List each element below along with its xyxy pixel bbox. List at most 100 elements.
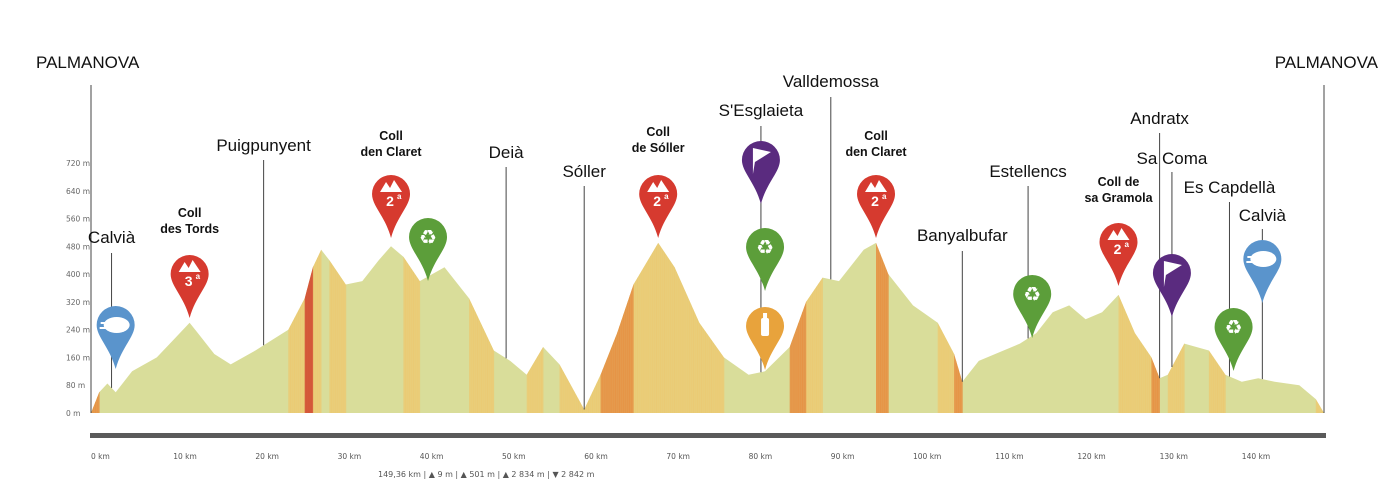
x-tick-label: 110 km xyxy=(995,452,1023,461)
town-label: Calvià xyxy=(1239,206,1287,225)
climb-category-label: 3 xyxy=(185,273,193,289)
gradient-stripe xyxy=(619,242,622,413)
y-tick-label: 320 m xyxy=(66,298,90,307)
gradient-stripe xyxy=(637,242,640,413)
gradient-stripe xyxy=(650,242,653,413)
town-labels: PALMANOVA Calvià Puigpunyent Deià Sóller S'Es… xyxy=(36,53,1379,247)
x-tick-label: 0 km xyxy=(91,452,110,461)
x-tick-label: 60 km xyxy=(584,452,608,461)
mountain-icon xyxy=(865,180,888,192)
gradient-stripe xyxy=(93,242,96,413)
gradient-stripe xyxy=(711,242,714,413)
gradient-stripe xyxy=(645,242,649,413)
town-label: Deià xyxy=(489,143,525,162)
gradient-stripe xyxy=(674,242,677,413)
x-axis: 0 km 10 km 20 km 30 km 40 km 50 km 60 km 70 km 8… xyxy=(91,452,1270,461)
climb-category-suffix: a xyxy=(1125,240,1130,249)
gradient-stripe xyxy=(331,242,334,413)
gradient-stripe xyxy=(536,242,540,413)
climb-name-line1: Coll xyxy=(646,125,670,139)
climb-name-line1: Coll xyxy=(864,129,888,143)
y-tick-label: 480 m xyxy=(66,242,90,251)
gradient-stripe xyxy=(317,242,320,413)
gradient-stripe xyxy=(1223,242,1226,413)
town-label: Sa Coma xyxy=(1136,149,1207,168)
gradient-stripe xyxy=(666,242,669,413)
gradient-stripe xyxy=(308,242,312,413)
gradient-stripe xyxy=(943,242,947,413)
town-label: Valldemossa xyxy=(783,72,880,91)
gradient-stripe xyxy=(635,242,638,413)
y-tick-label: 560 m xyxy=(66,215,90,224)
gradient-stripe xyxy=(290,242,293,413)
town-label: PALMANOVA xyxy=(36,53,140,72)
gradient-stripe xyxy=(1208,242,1212,413)
x-tick-label: 90 km xyxy=(831,452,855,461)
gradient-stripe xyxy=(958,242,961,413)
climb-category-label: 2 xyxy=(871,193,879,209)
distance-axis-bar xyxy=(90,433,1326,438)
climb-name-line2: des Tords xyxy=(160,222,219,236)
gradient-stripe xyxy=(818,242,821,413)
gradient-stripe xyxy=(797,242,801,413)
climb-category-label: 2 xyxy=(653,193,661,209)
gradient-stripe xyxy=(1221,242,1224,413)
gradient-stripe xyxy=(403,242,406,413)
recycle-marker: ♻ xyxy=(409,218,448,281)
gradient-stripe xyxy=(337,242,340,413)
gradient-stripe xyxy=(701,242,704,413)
gradient-stripe xyxy=(471,242,474,413)
town-label: Calvià xyxy=(88,228,136,247)
climb-category-suffix: a xyxy=(882,192,887,201)
gradient-stripe xyxy=(693,242,696,413)
gradient-stripe xyxy=(411,242,414,413)
gradient-stripe xyxy=(292,242,295,413)
gradient-stripe xyxy=(680,242,684,413)
gradient-stripe xyxy=(672,242,675,413)
gradient-stripe xyxy=(804,242,807,413)
y-tick-label: 640 m xyxy=(66,187,90,196)
gradient-stripe xyxy=(627,242,630,413)
town-label: PALMANOVA xyxy=(1275,53,1379,72)
gradient-stripe xyxy=(1124,242,1128,413)
gradient-stripe xyxy=(652,242,655,413)
gradient-stripe xyxy=(939,242,943,413)
gradient-stripe xyxy=(647,242,651,413)
gradient-stripe xyxy=(625,242,628,413)
town-label: Banyalbufar xyxy=(917,226,1008,245)
bottle-marker xyxy=(746,307,785,370)
town-label: Estellencs xyxy=(989,162,1066,181)
gradient-stripe xyxy=(1126,242,1130,413)
x-tick-label: 30 km xyxy=(338,452,362,461)
gradient-stripe xyxy=(306,242,310,413)
gradient-stripe xyxy=(296,242,299,413)
climb-name-line2: de Sóller xyxy=(632,141,685,155)
gradient-stripe xyxy=(668,242,671,413)
recycle-marker: ♻ xyxy=(746,228,785,291)
gradient-stripe xyxy=(880,242,883,413)
x-tick-label: 50 km xyxy=(502,452,526,461)
gradient-stripe xyxy=(670,242,673,413)
gradient-stripe xyxy=(1319,242,1323,413)
gradient-stripe xyxy=(1213,242,1216,413)
gradient-stripe xyxy=(660,242,663,413)
gradient-stripe xyxy=(691,242,694,413)
x-tick-label: 120 km xyxy=(1077,452,1105,461)
gradient-stripe xyxy=(687,242,690,413)
gradient-stripe xyxy=(1217,242,1220,413)
gradient-stripe xyxy=(639,242,643,413)
town-label: S'Esglaieta xyxy=(719,101,804,120)
gradient-stripe xyxy=(477,242,480,413)
gradient-stripe xyxy=(705,242,708,413)
gradient-stripe xyxy=(715,242,719,413)
gradient-stripe xyxy=(304,242,308,413)
gradient-stripe xyxy=(606,242,610,413)
gradient-stripe xyxy=(1219,242,1222,413)
gradient-stripe xyxy=(678,242,682,413)
x-tick-label: 140 km xyxy=(1242,452,1270,461)
flag-icon xyxy=(1163,261,1182,287)
gradient-stripe xyxy=(541,242,544,413)
gradient-stripe xyxy=(333,242,336,413)
